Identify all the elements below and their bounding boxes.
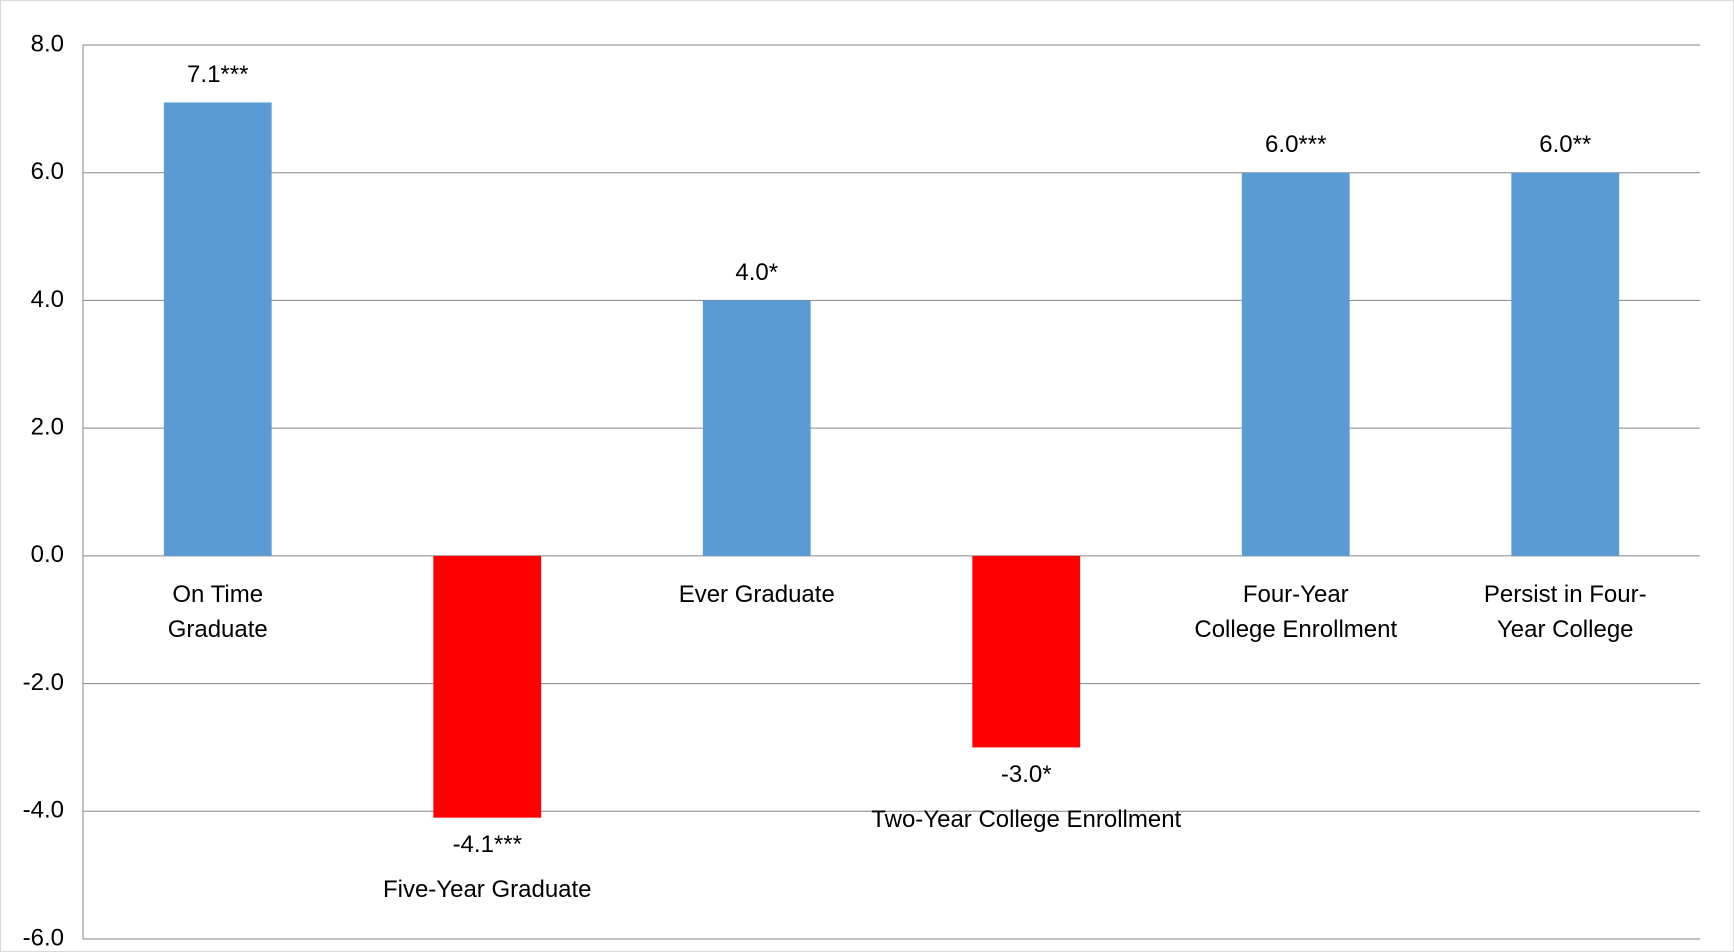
y-tick-label: 8.0	[31, 30, 64, 57]
bar	[163, 102, 272, 556]
bar	[433, 555, 542, 818]
x-tick-label: Five-Year Graduate	[383, 876, 592, 903]
y-tick-label: 0.0	[31, 541, 64, 568]
x-tick-label: Persist in Four-Year College	[1484, 581, 1647, 643]
bar	[1241, 172, 1350, 556]
value-label: -4.1***	[453, 831, 522, 858]
value-label: 6.0***	[1265, 131, 1326, 158]
x-tick-label: On Time Graduate	[168, 581, 268, 643]
value-label: 4.0*	[735, 259, 778, 286]
y-tick-label: -4.0	[23, 797, 64, 824]
x-tick-label: Ever Graduate	[679, 581, 835, 608]
y-tick-label: -2.0	[23, 669, 64, 696]
y-tick-label: 4.0	[31, 286, 64, 313]
value-label: 6.0**	[1539, 131, 1591, 158]
value-label: 7.1***	[187, 61, 248, 88]
x-tick-label: Two-Year College Enrollment	[871, 806, 1181, 833]
value-label: -3.0*	[1001, 761, 1052, 788]
bar	[972, 555, 1081, 748]
bar	[702, 300, 811, 556]
y-tick-label: 2.0	[31, 413, 64, 440]
x-tick-label: Four-Year College Enrollment	[1194, 581, 1397, 643]
bar	[1511, 172, 1620, 556]
y-tick-label: -6.0	[23, 924, 64, 951]
y-tick-label: 6.0	[31, 158, 64, 185]
